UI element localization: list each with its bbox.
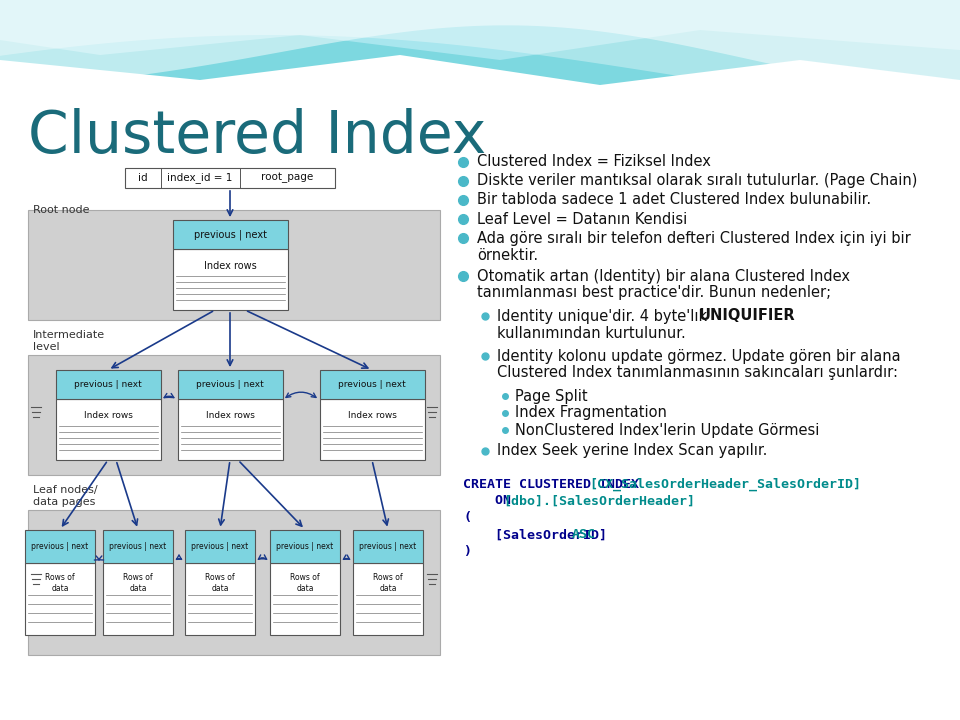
Text: previous | next: previous | next <box>338 380 406 389</box>
Text: ASC: ASC <box>571 528 595 541</box>
Text: Intermediate
level: Intermediate level <box>33 330 106 352</box>
Text: Index Fragmentation: Index Fragmentation <box>515 405 667 420</box>
Text: Clustered Index: Clustered Index <box>28 108 487 165</box>
Text: Index Seek yerine Index Scan yapılır.: Index Seek yerine Index Scan yapılır. <box>497 444 767 459</box>
FancyBboxPatch shape <box>185 529 255 563</box>
FancyBboxPatch shape <box>320 399 424 460</box>
Text: Leaf Level = Datanın Kendisi: Leaf Level = Datanın Kendisi <box>477 212 687 227</box>
Polygon shape <box>0 0 960 97</box>
Text: Identity unique'dir. 4 byte'lık: Identity unique'dir. 4 byte'lık <box>497 308 711 323</box>
Text: previous | next: previous | next <box>32 541 88 551</box>
FancyBboxPatch shape <box>178 399 282 460</box>
FancyBboxPatch shape <box>56 399 160 460</box>
Text: Clustered Index tanımlanmasının sakıncaları şunlardır:: Clustered Index tanımlanmasının sakıncal… <box>497 366 898 380</box>
Text: root_page: root_page <box>261 173 313 183</box>
Text: Clustered Index = Fiziksel Index: Clustered Index = Fiziksel Index <box>477 155 710 169</box>
Text: Rows of
data: Rows of data <box>123 573 153 593</box>
FancyBboxPatch shape <box>173 220 287 249</box>
Text: previous | next: previous | next <box>109 541 167 551</box>
Text: id: id <box>138 173 148 183</box>
Text: Diskte veriler mantıksal olarak sıralı tutulurlar. (Page Chain): Diskte veriler mantıksal olarak sıralı t… <box>477 174 918 189</box>
Text: Rows of
data: Rows of data <box>45 573 75 593</box>
Text: Bir tabloda sadece 1 adet Clustered Index bulunabilir.: Bir tabloda sadece 1 adet Clustered Inde… <box>477 192 871 207</box>
Text: [CX_SalesOrderHeader_SalesOrderID]: [CX_SalesOrderHeader_SalesOrderID] <box>588 477 861 490</box>
FancyBboxPatch shape <box>25 529 95 563</box>
FancyBboxPatch shape <box>185 563 255 634</box>
Text: index_id = 1: index_id = 1 <box>167 173 232 184</box>
Text: tanımlanması best practice'dir. Bunun nedenler;: tanımlanması best practice'dir. Bunun ne… <box>477 286 831 300</box>
Text: Leaf nodes/
data pages: Leaf nodes/ data pages <box>33 485 98 508</box>
Text: Identity kolonu update görmez. Update gören bir alana: Identity kolonu update görmez. Update gö… <box>497 348 900 364</box>
Text: ): ) <box>463 546 471 559</box>
Text: Index rows: Index rows <box>84 411 132 420</box>
Text: previous | next: previous | next <box>359 541 417 551</box>
Text: Rows of
data: Rows of data <box>290 573 320 593</box>
Text: CREATE CLUSTERED INDEX: CREATE CLUSTERED INDEX <box>463 477 639 490</box>
Text: UNIQUIFIER: UNIQUIFIER <box>699 308 795 323</box>
Text: Otomatik artan (Identity) bir alana Clustered Index: Otomatik artan (Identity) bir alana Clus… <box>477 269 850 284</box>
Text: (: ( <box>463 511 471 524</box>
FancyBboxPatch shape <box>103 529 173 563</box>
Text: previous | next: previous | next <box>74 380 142 389</box>
Polygon shape <box>0 0 960 60</box>
FancyBboxPatch shape <box>353 529 423 563</box>
Text: previous | next: previous | next <box>196 380 264 389</box>
Text: örnektir.: örnektir. <box>477 248 539 263</box>
Text: NonClustered Index'lerin Update Görmesi: NonClustered Index'lerin Update Görmesi <box>515 423 820 438</box>
Bar <box>125 168 335 188</box>
Text: Index rows: Index rows <box>205 411 254 420</box>
Text: previous | next: previous | next <box>191 541 249 551</box>
Bar <box>28 510 440 655</box>
Text: [dbo].[SalesOrderHeader]: [dbo].[SalesOrderHeader] <box>503 495 695 508</box>
Text: kullanımından kurtulunur.: kullanımından kurtulunur. <box>497 325 685 341</box>
Text: Page Split: Page Split <box>515 389 588 403</box>
Text: Rows of
data: Rows of data <box>373 573 403 593</box>
Text: Root node: Root node <box>33 205 89 215</box>
FancyBboxPatch shape <box>173 249 287 310</box>
Text: previous | next: previous | next <box>276 541 334 551</box>
Text: Rows of
data: Rows of data <box>205 573 235 593</box>
Text: Index rows: Index rows <box>348 411 396 420</box>
FancyBboxPatch shape <box>103 563 173 634</box>
Text: ON: ON <box>463 495 519 508</box>
Bar <box>28 355 440 475</box>
FancyBboxPatch shape <box>320 370 424 399</box>
FancyBboxPatch shape <box>353 563 423 634</box>
Polygon shape <box>0 0 960 111</box>
Bar <box>28 210 440 320</box>
Text: [SalesOrderID]: [SalesOrderID] <box>463 528 615 541</box>
Text: Ada göre sıralı bir telefon defteri Clustered Index için iyi bir: Ada göre sıralı bir telefon defteri Clus… <box>477 230 911 246</box>
FancyBboxPatch shape <box>25 563 95 634</box>
Polygon shape <box>0 0 960 85</box>
Text: Index rows: Index rows <box>204 261 256 271</box>
FancyBboxPatch shape <box>56 370 160 399</box>
FancyBboxPatch shape <box>178 370 282 399</box>
Text: previous | next: previous | next <box>194 229 267 240</box>
FancyBboxPatch shape <box>270 529 340 563</box>
FancyBboxPatch shape <box>270 563 340 634</box>
